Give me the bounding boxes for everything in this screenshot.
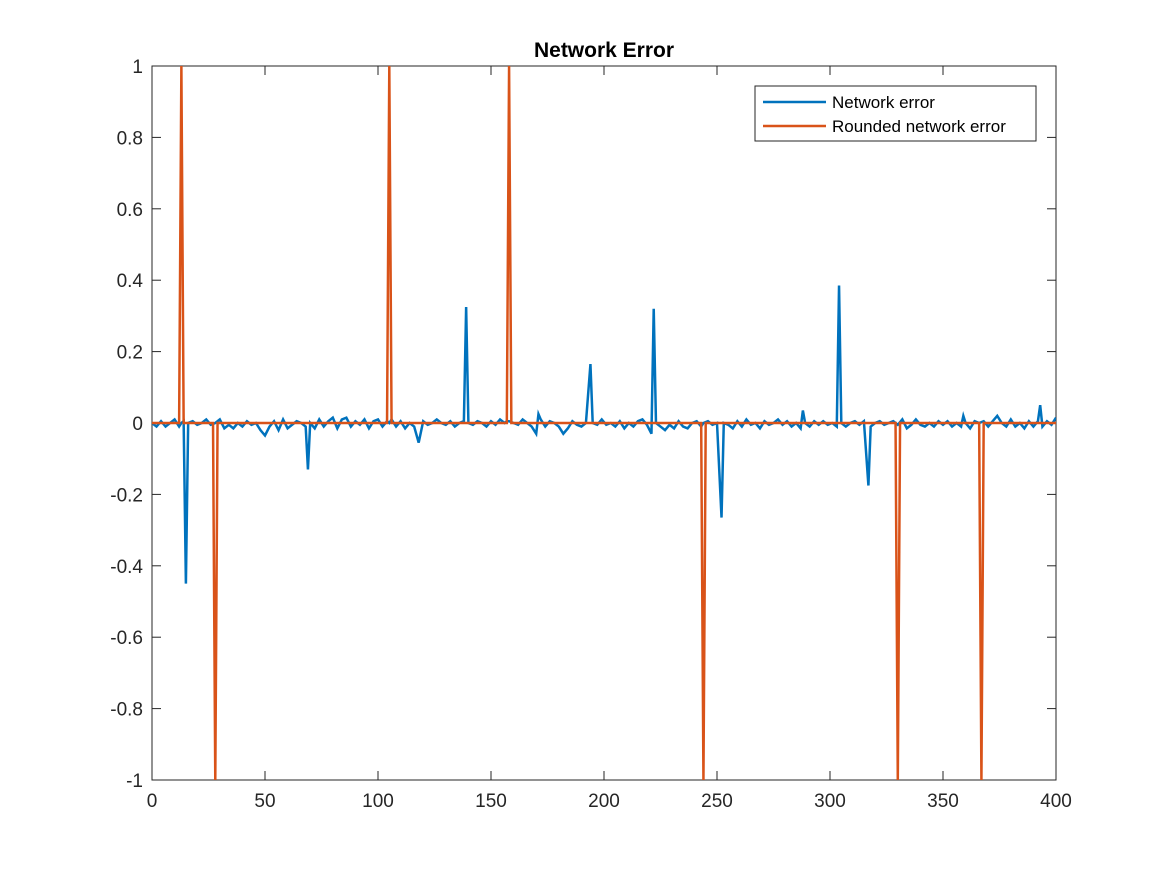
y-tick-label: -0.8 [110, 700, 143, 721]
x-tick-label: 150 [475, 791, 507, 812]
y-tick-label: -1 [126, 771, 143, 792]
y-tick-label: 0.2 [117, 343, 143, 364]
y-tick-label: -0.4 [110, 557, 143, 578]
legend-label-network-error: Network error [832, 93, 935, 112]
y-tick-label: -0.2 [110, 485, 143, 506]
x-tick-label: 300 [814, 791, 846, 812]
axis-ticks: 0 50 100 150 200 250 300 350 400 -1 -0.8 -0.6 -0.4 -0… [110, 57, 1072, 812]
x-tick-label: 50 [254, 791, 275, 812]
y-tick-label: 0 [132, 414, 143, 435]
series-line-rounded-network-error [152, 66, 1056, 780]
x-tick-label: 0 [147, 791, 158, 812]
legend: Network error Rounded network error [754, 85, 1037, 142]
y-tick-label: -0.6 [110, 628, 143, 649]
x-tick-label: 100 [362, 791, 394, 812]
chart-title: Network Error [534, 39, 674, 62]
x-tick-label: 200 [588, 791, 620, 812]
y-tick-label: 0.8 [117, 128, 143, 149]
x-tick-label: 250 [701, 791, 733, 812]
series-layer [152, 66, 1056, 780]
y-tick-label: 0.4 [117, 271, 144, 292]
legend-box [754, 85, 1037, 142]
legend-label-rounded-network-error: Rounded network error [832, 117, 1006, 136]
y-tick-label: 0.6 [117, 200, 143, 221]
x-tick-label: 400 [1040, 791, 1072, 812]
x-tick-label: 350 [927, 791, 959, 812]
y-tick-label: 1 [132, 57, 143, 78]
